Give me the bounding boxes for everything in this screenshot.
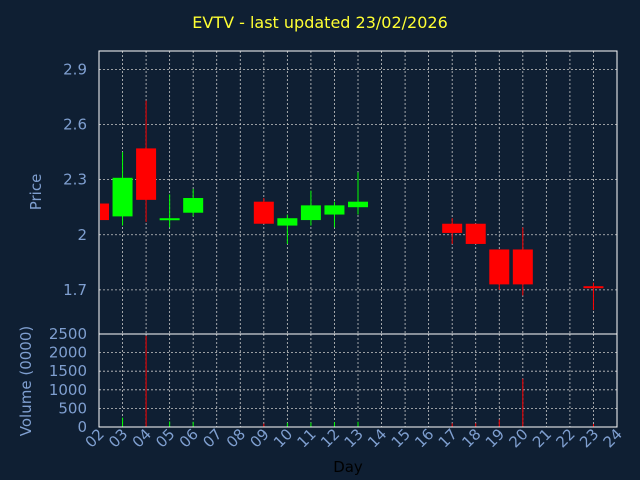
price-tick-label: 1.7 — [63, 281, 87, 299]
volume-axis-label: Volume (0000) — [17, 326, 35, 436]
x-tick-label: 13 — [341, 425, 367, 451]
candle-body — [324, 205, 345, 215]
candle-body — [348, 201, 368, 208]
price-tick-label: 2 — [77, 226, 87, 244]
price-axis-label: Price — [27, 174, 45, 211]
volume-tick-label: 0 — [77, 418, 87, 436]
volume-tick-label: 1500 — [49, 362, 87, 380]
price-tick-label: 2.9 — [63, 60, 87, 78]
x-tick-label: 06 — [176, 425, 202, 451]
candle-body — [159, 218, 180, 221]
x-tick-label: 03 — [105, 425, 131, 451]
x-tick-label: 14 — [364, 425, 390, 451]
x-tick-label: 07 — [199, 425, 225, 451]
x-tick-label: 21 — [529, 425, 555, 451]
volume-tick-label: 1000 — [49, 381, 87, 399]
x-tick-label: 23 — [576, 425, 602, 451]
x-tick-label: 16 — [411, 425, 437, 451]
candle-body — [512, 249, 533, 285]
x-tick-label: 15 — [388, 425, 414, 451]
price-tick-label: 2.6 — [63, 116, 87, 134]
x-tick-label: 20 — [505, 425, 531, 451]
candle-body — [465, 223, 486, 244]
volume-frame — [98, 333, 618, 428]
volume-tick-label: 500 — [58, 399, 87, 417]
candle-body — [277, 218, 298, 226]
candle-body — [253, 201, 274, 224]
x-tick-label: 10 — [270, 425, 296, 451]
candle-body — [442, 223, 463, 233]
candle-body — [489, 249, 510, 285]
volume-tick-label: 2500 — [49, 325, 87, 343]
candle-body — [300, 205, 321, 221]
chart-title: EVTV - last updated 23/02/2026 — [192, 13, 448, 32]
x-tick-label: 04 — [129, 425, 155, 451]
x-axis: 0203040506070809101112131415161718192021… — [82, 425, 626, 451]
x-axis-label: Day — [333, 458, 363, 476]
candle-body — [183, 198, 204, 213]
candle-body — [112, 177, 133, 217]
price-panel: 1.7 2 2.3 2.6 2.9 — [63, 50, 618, 335]
x-tick-label: 05 — [152, 425, 178, 451]
x-tick-label: 09 — [246, 425, 272, 451]
x-tick-label: 19 — [482, 425, 508, 451]
x-tick-label: 24 — [600, 425, 626, 451]
price-tick-label: 2.3 — [63, 171, 87, 189]
x-tick-label: 17 — [435, 425, 461, 451]
x-tick-label: 08 — [223, 425, 249, 451]
candle-body — [100, 203, 109, 221]
candle-body — [136, 148, 157, 200]
x-tick-label: 22 — [553, 425, 579, 451]
volume-tick-label: 2000 — [49, 344, 87, 362]
candle-body — [583, 286, 604, 289]
x-tick-label: 18 — [458, 425, 484, 451]
x-tick-label: 11 — [294, 425, 320, 451]
x-tick-label: 12 — [317, 425, 343, 451]
